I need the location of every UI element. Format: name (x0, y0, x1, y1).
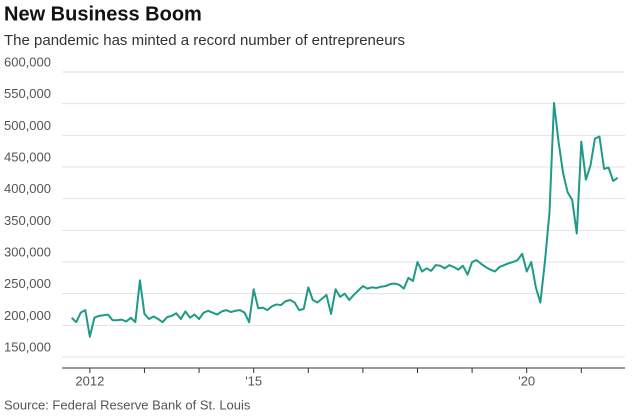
y-tick-label: 450,000 (4, 149, 51, 164)
y-tick-label: 150,000 (4, 339, 51, 354)
y-tick-label: 550,000 (4, 86, 51, 101)
y-tick-label: 300,000 (4, 244, 51, 259)
x-tick-label: '15 (245, 373, 262, 388)
data-line (70, 102, 619, 338)
y-tick-label: 500,000 (4, 118, 51, 133)
x-tick-label: '20 (518, 373, 535, 388)
x-tick-label: 2012 (75, 373, 104, 388)
y-tick-label: 200,000 (4, 308, 51, 323)
y-tick-label: 400,000 (4, 181, 51, 196)
source-note: Source: Federal Reserve Bank of St. Loui… (4, 397, 251, 412)
chart-title: New Business Boom (4, 3, 202, 25)
y-tick-label: 600,000 (4, 54, 51, 69)
y-tick-label: 350,000 (4, 213, 51, 228)
chart-subtitle: The pandemic has minted a record number … (4, 32, 405, 49)
y-tick-label: 250,000 (4, 276, 51, 291)
